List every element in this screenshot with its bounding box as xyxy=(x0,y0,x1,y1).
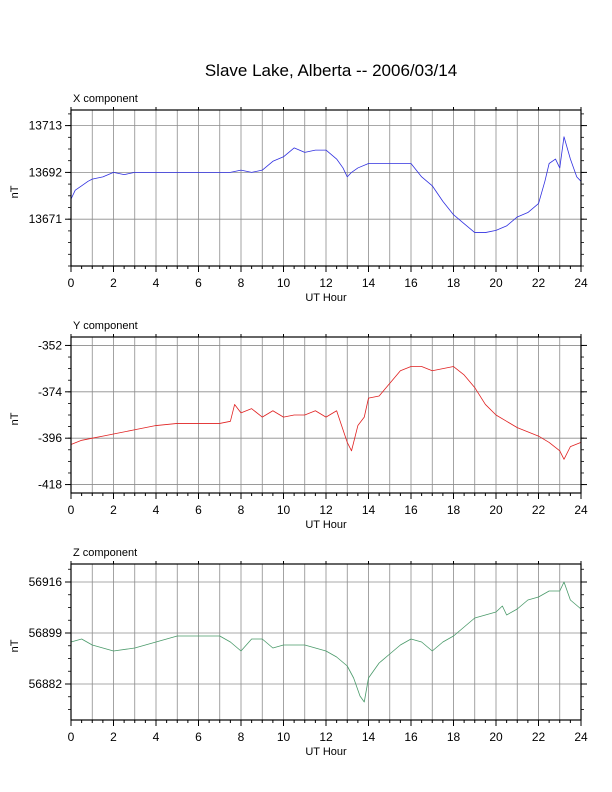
y-tick-label: -352 xyxy=(38,338,62,352)
x-tick-label: 20 xyxy=(489,276,503,290)
x-tick-label: 12 xyxy=(319,730,333,744)
figure-title: Slave Lake, Alberta -- 2006/03/14 xyxy=(205,61,457,80)
x-tick-label: 16 xyxy=(404,503,418,517)
x-tick-label: 12 xyxy=(319,276,333,290)
x-tick-label: 2 xyxy=(110,503,117,517)
y-component-ylabel: nT xyxy=(9,412,21,425)
x-tick-label: 14 xyxy=(362,730,376,744)
x-tick-label: 4 xyxy=(153,730,160,744)
x-tick-label: 16 xyxy=(404,276,418,290)
x-tick-label: 10 xyxy=(277,276,291,290)
x-component-series-line xyxy=(70,136,582,233)
x-tick-label: 18 xyxy=(447,730,461,744)
x-tick-label: 24 xyxy=(574,276,588,290)
y-component-series-line xyxy=(70,366,582,460)
y-tick-label: -374 xyxy=(38,385,62,399)
x-tick-label: 0 xyxy=(68,276,75,290)
y-tick-label: 56899 xyxy=(29,626,63,640)
y-tick-label: -418 xyxy=(38,478,62,492)
x-tick-label: 14 xyxy=(362,503,376,517)
y-tick-label: 13713 xyxy=(29,119,63,133)
x-tick-label: 22 xyxy=(532,730,546,744)
z-component-title: Z component xyxy=(73,547,137,559)
x-tick-label: 22 xyxy=(532,276,546,290)
x-tick-label: 16 xyxy=(404,730,418,744)
x-tick-label: 10 xyxy=(277,503,291,517)
y-tick-label: 56916 xyxy=(29,575,63,589)
x-tick-label: 24 xyxy=(574,730,588,744)
x-tick-label: 14 xyxy=(362,276,376,290)
x-tick-label: 8 xyxy=(238,276,245,290)
x-tick-label: 6 xyxy=(195,730,202,744)
z-component-xlabel: UT Hour xyxy=(305,746,347,758)
x-tick-label: 22 xyxy=(532,503,546,517)
x-component-ylabel: nT xyxy=(9,185,21,198)
x-tick-label: 18 xyxy=(447,503,461,517)
z-component-ylabel: nT xyxy=(9,639,21,652)
x-tick-label: 8 xyxy=(238,730,245,744)
x-tick-label: 0 xyxy=(68,730,75,744)
x-tick-label: 18 xyxy=(447,276,461,290)
y-tick-label: 56882 xyxy=(29,677,63,691)
x-tick-label: 6 xyxy=(195,276,202,290)
y-tick-label: -396 xyxy=(38,431,62,445)
x-tick-label: 20 xyxy=(489,730,503,744)
z-component-series-line xyxy=(70,581,582,703)
x-component-title: X component xyxy=(73,93,138,105)
x-tick-label: 8 xyxy=(238,503,245,517)
y-tick-label: 13692 xyxy=(29,165,63,179)
x-tick-label: 4 xyxy=(153,503,160,517)
x-tick-label: 12 xyxy=(319,503,333,517)
x-tick-label: 20 xyxy=(489,503,503,517)
x-tick-label: 24 xyxy=(574,503,588,517)
y-tick-label: 13671 xyxy=(29,212,63,226)
x-tick-label: 10 xyxy=(277,730,291,744)
x-tick-label: 2 xyxy=(110,276,117,290)
x-tick-label: 0 xyxy=(68,503,75,517)
x-tick-label: 4 xyxy=(153,276,160,290)
x-tick-label: 2 xyxy=(110,730,117,744)
y-component-title: Y component xyxy=(73,320,138,332)
y-component-xlabel: UT Hour xyxy=(305,519,347,531)
x-component-xlabel: UT Hour xyxy=(305,292,347,304)
x-tick-label: 6 xyxy=(195,503,202,517)
